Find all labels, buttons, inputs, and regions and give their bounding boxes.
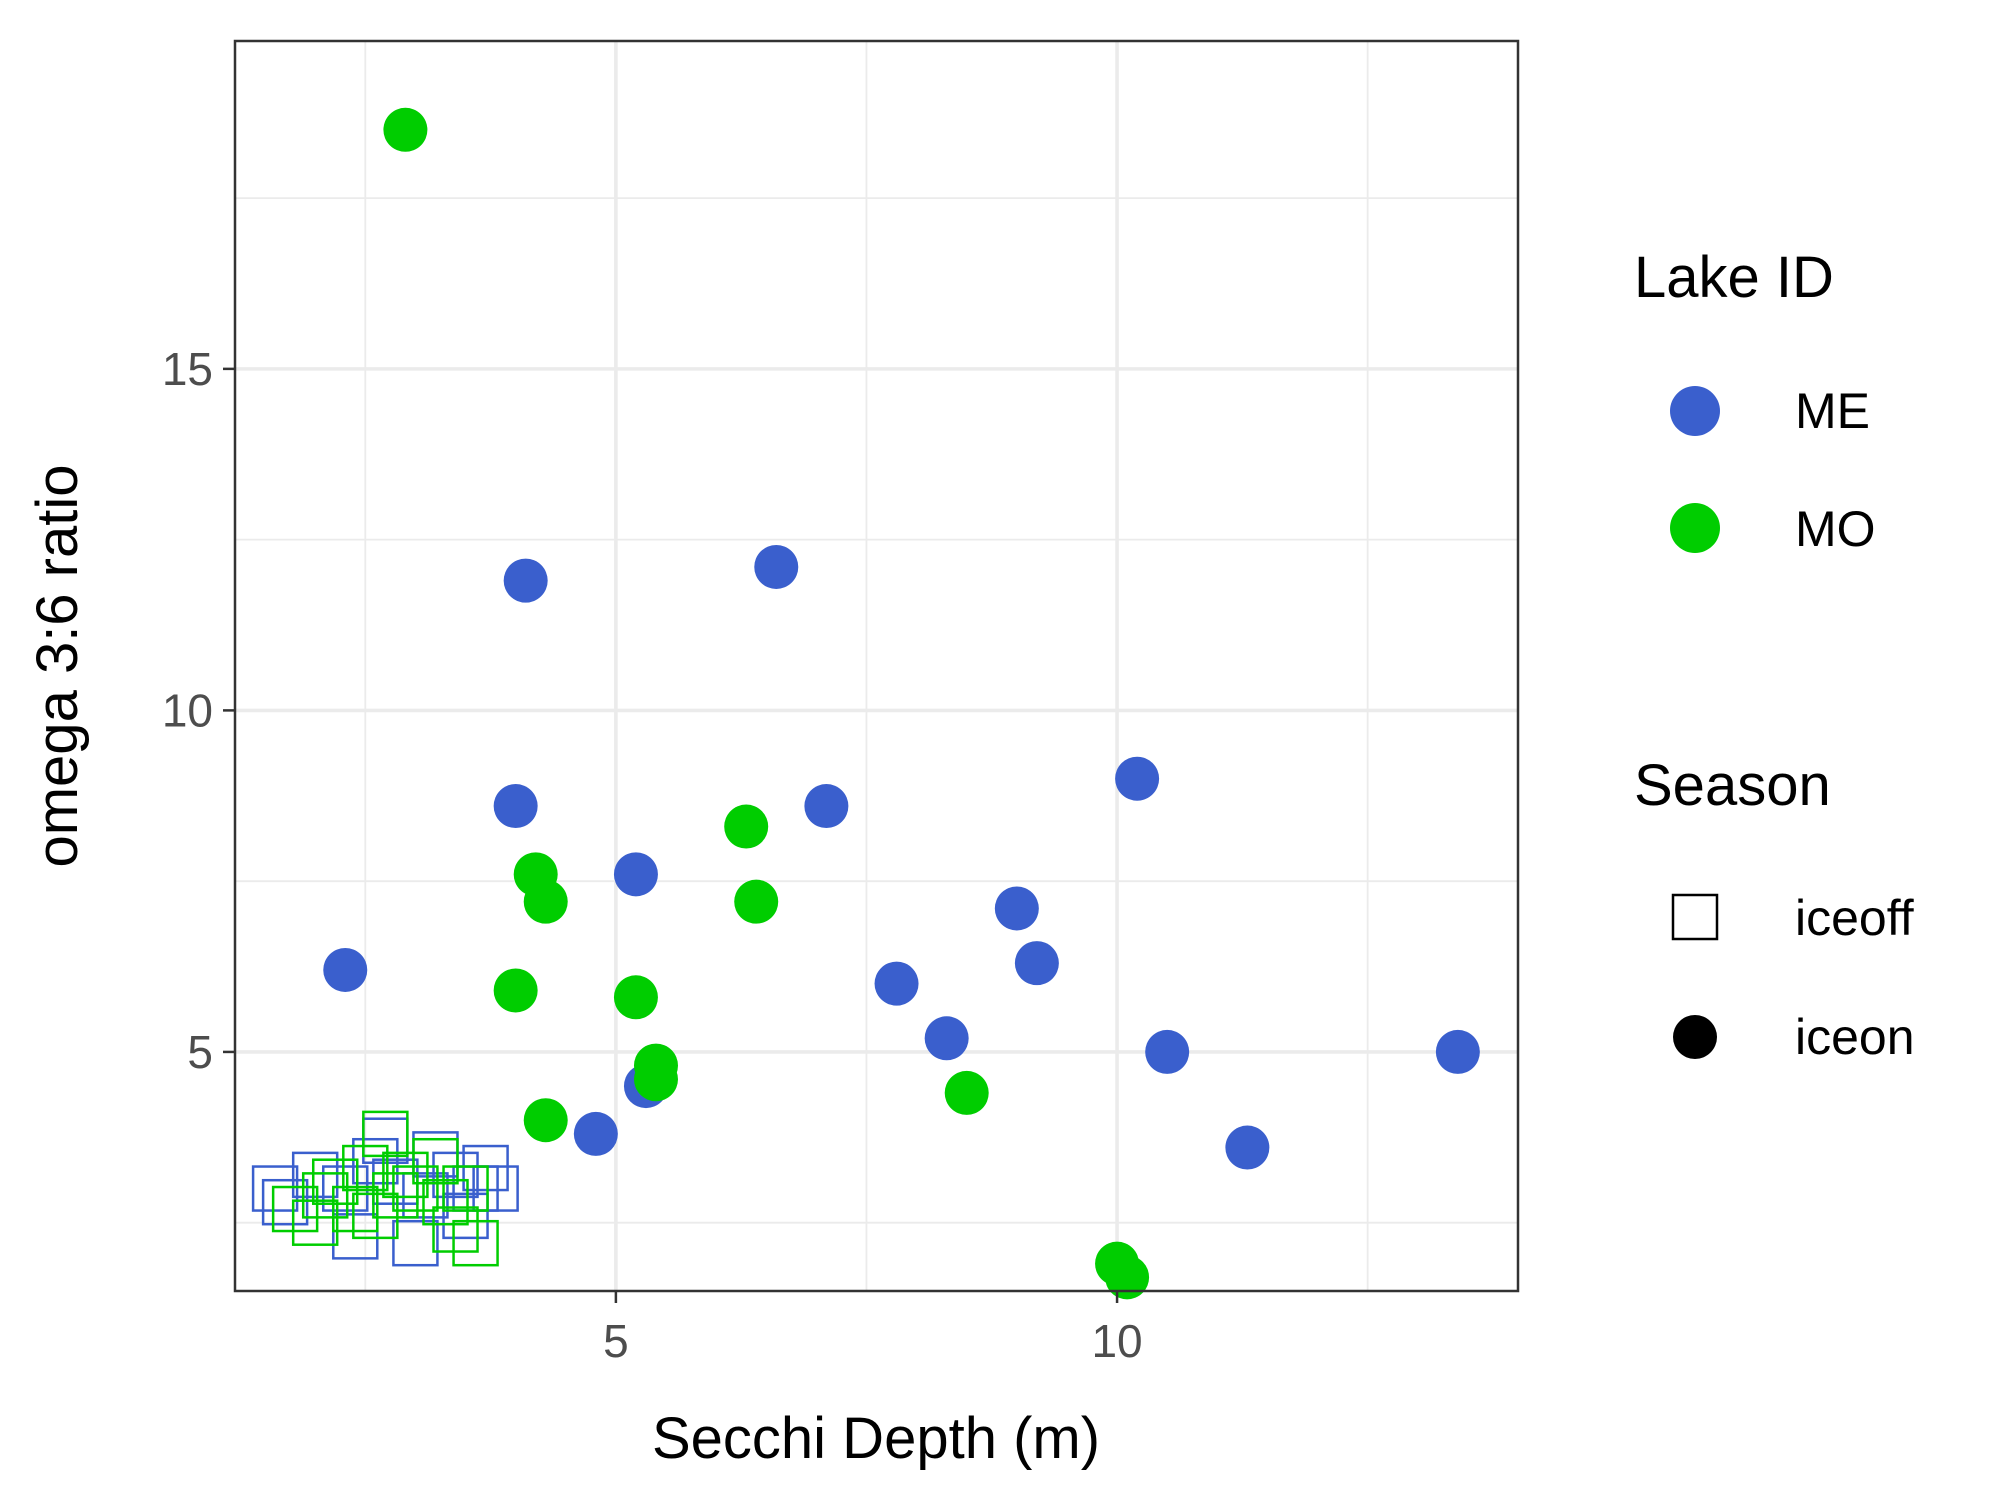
point-me-iceon [924,1016,969,1061]
point-me-iceoff [322,1165,369,1212]
point-mo-iceoff [442,1165,489,1212]
point-me-iceon [1225,1125,1270,1170]
legend-label-mo: MO [1795,501,1876,557]
point-mo-iceoff [301,1172,349,1219]
point-mo-iceoff [372,1172,419,1219]
point-mo-iceoff [412,1137,459,1185]
legend-key-mo [1670,503,1720,553]
plot-panel [235,41,1518,1291]
point-mo-iceoff [291,1199,339,1246]
point-mo-iceon [523,1098,568,1143]
point-me-iceon [613,852,658,897]
legend-label-me: ME [1795,383,1870,439]
x-axis-title: Secchi Depth (m) [652,1406,1100,1471]
y-tick-label: 10 [162,684,213,736]
point-mo-iceoff [422,1178,469,1226]
point-me-iceon [1145,1029,1190,1074]
point-mo-iceon [493,968,538,1013]
point-mo-iceoff [332,1185,379,1233]
y-tick-label: 15 [162,343,213,395]
legend-label-iceon: iceon [1795,1009,1915,1065]
point-me-iceon [1014,941,1059,986]
point-mo-iceoff [432,1206,479,1253]
point-me-iceon [323,947,368,992]
point-me-iceoff [332,1213,379,1260]
points-layer [251,107,1480,1300]
legend-key-iceon [1673,1015,1717,1059]
point-mo-iceoff [382,1151,429,1199]
legend-title-lake-id: Lake ID [1634,245,1834,310]
point-me-iceon [503,558,548,603]
point-mo-iceon [523,879,568,924]
point-me-iceon [1435,1029,1480,1074]
point-me-iceon [493,784,538,829]
point-me-iceon [754,544,799,589]
point-me-iceon [573,1111,618,1156]
point-mo-iceon [944,1070,989,1115]
point-mo-iceon [1105,1255,1150,1300]
point-mo-iceon [613,975,658,1020]
legend-title-season: Season [1634,753,1831,818]
point-me-iceoff [442,1192,489,1240]
legend-label-iceoff: iceoff [1795,890,1914,946]
legend-lake-id: Lake ID ME MO [1634,245,1876,557]
point-me-iceoff [352,1137,399,1185]
y-tick-label: 5 [187,1026,213,1078]
point-mo-iceoff [271,1185,319,1233]
point-me-iceoff [251,1165,299,1212]
y-axis-title: omega 3:6 ratio [25,464,90,867]
x-tick-label: 10 [1091,1315,1142,1367]
grid-minor [235,41,1518,1291]
point-mo-iceon [383,107,428,152]
point-mo-iceoff [352,1192,399,1240]
point-mo-iceon [633,1057,678,1102]
point-me-iceoff [462,1144,509,1192]
point-me-iceoff [261,1178,309,1226]
point-mo-iceoff [392,1165,439,1212]
point-me-iceon [804,784,849,829]
point-mo-iceoff [362,1110,409,1158]
point-me-iceoff [432,1151,479,1199]
point-mo-iceoff [342,1144,389,1192]
point-mo-iceon [724,804,769,849]
point-me-iceon [1115,756,1160,801]
point-me-iceon [874,961,919,1006]
legend-season: Season iceoff iceon [1634,753,1915,1065]
point-mo-iceon [734,879,779,924]
point-me-iceoff [392,1219,439,1267]
legend-key-iceoff [1671,893,1719,941]
plot-border [233,39,1520,1293]
legend-key-me [1670,386,1720,436]
point-mo-iceoff [311,1158,359,1205]
x-tick-label: 5 [603,1315,629,1367]
point-me-iceon [994,886,1039,931]
point-me-iceoff [291,1151,339,1199]
point-mo-iceoff [452,1219,499,1267]
point-me-iceoff [402,1172,449,1219]
grid-major [235,41,1518,1291]
axis-ticks: 5 10 5 10 15 [162,343,1143,1367]
point-me-iceoff [472,1165,519,1212]
